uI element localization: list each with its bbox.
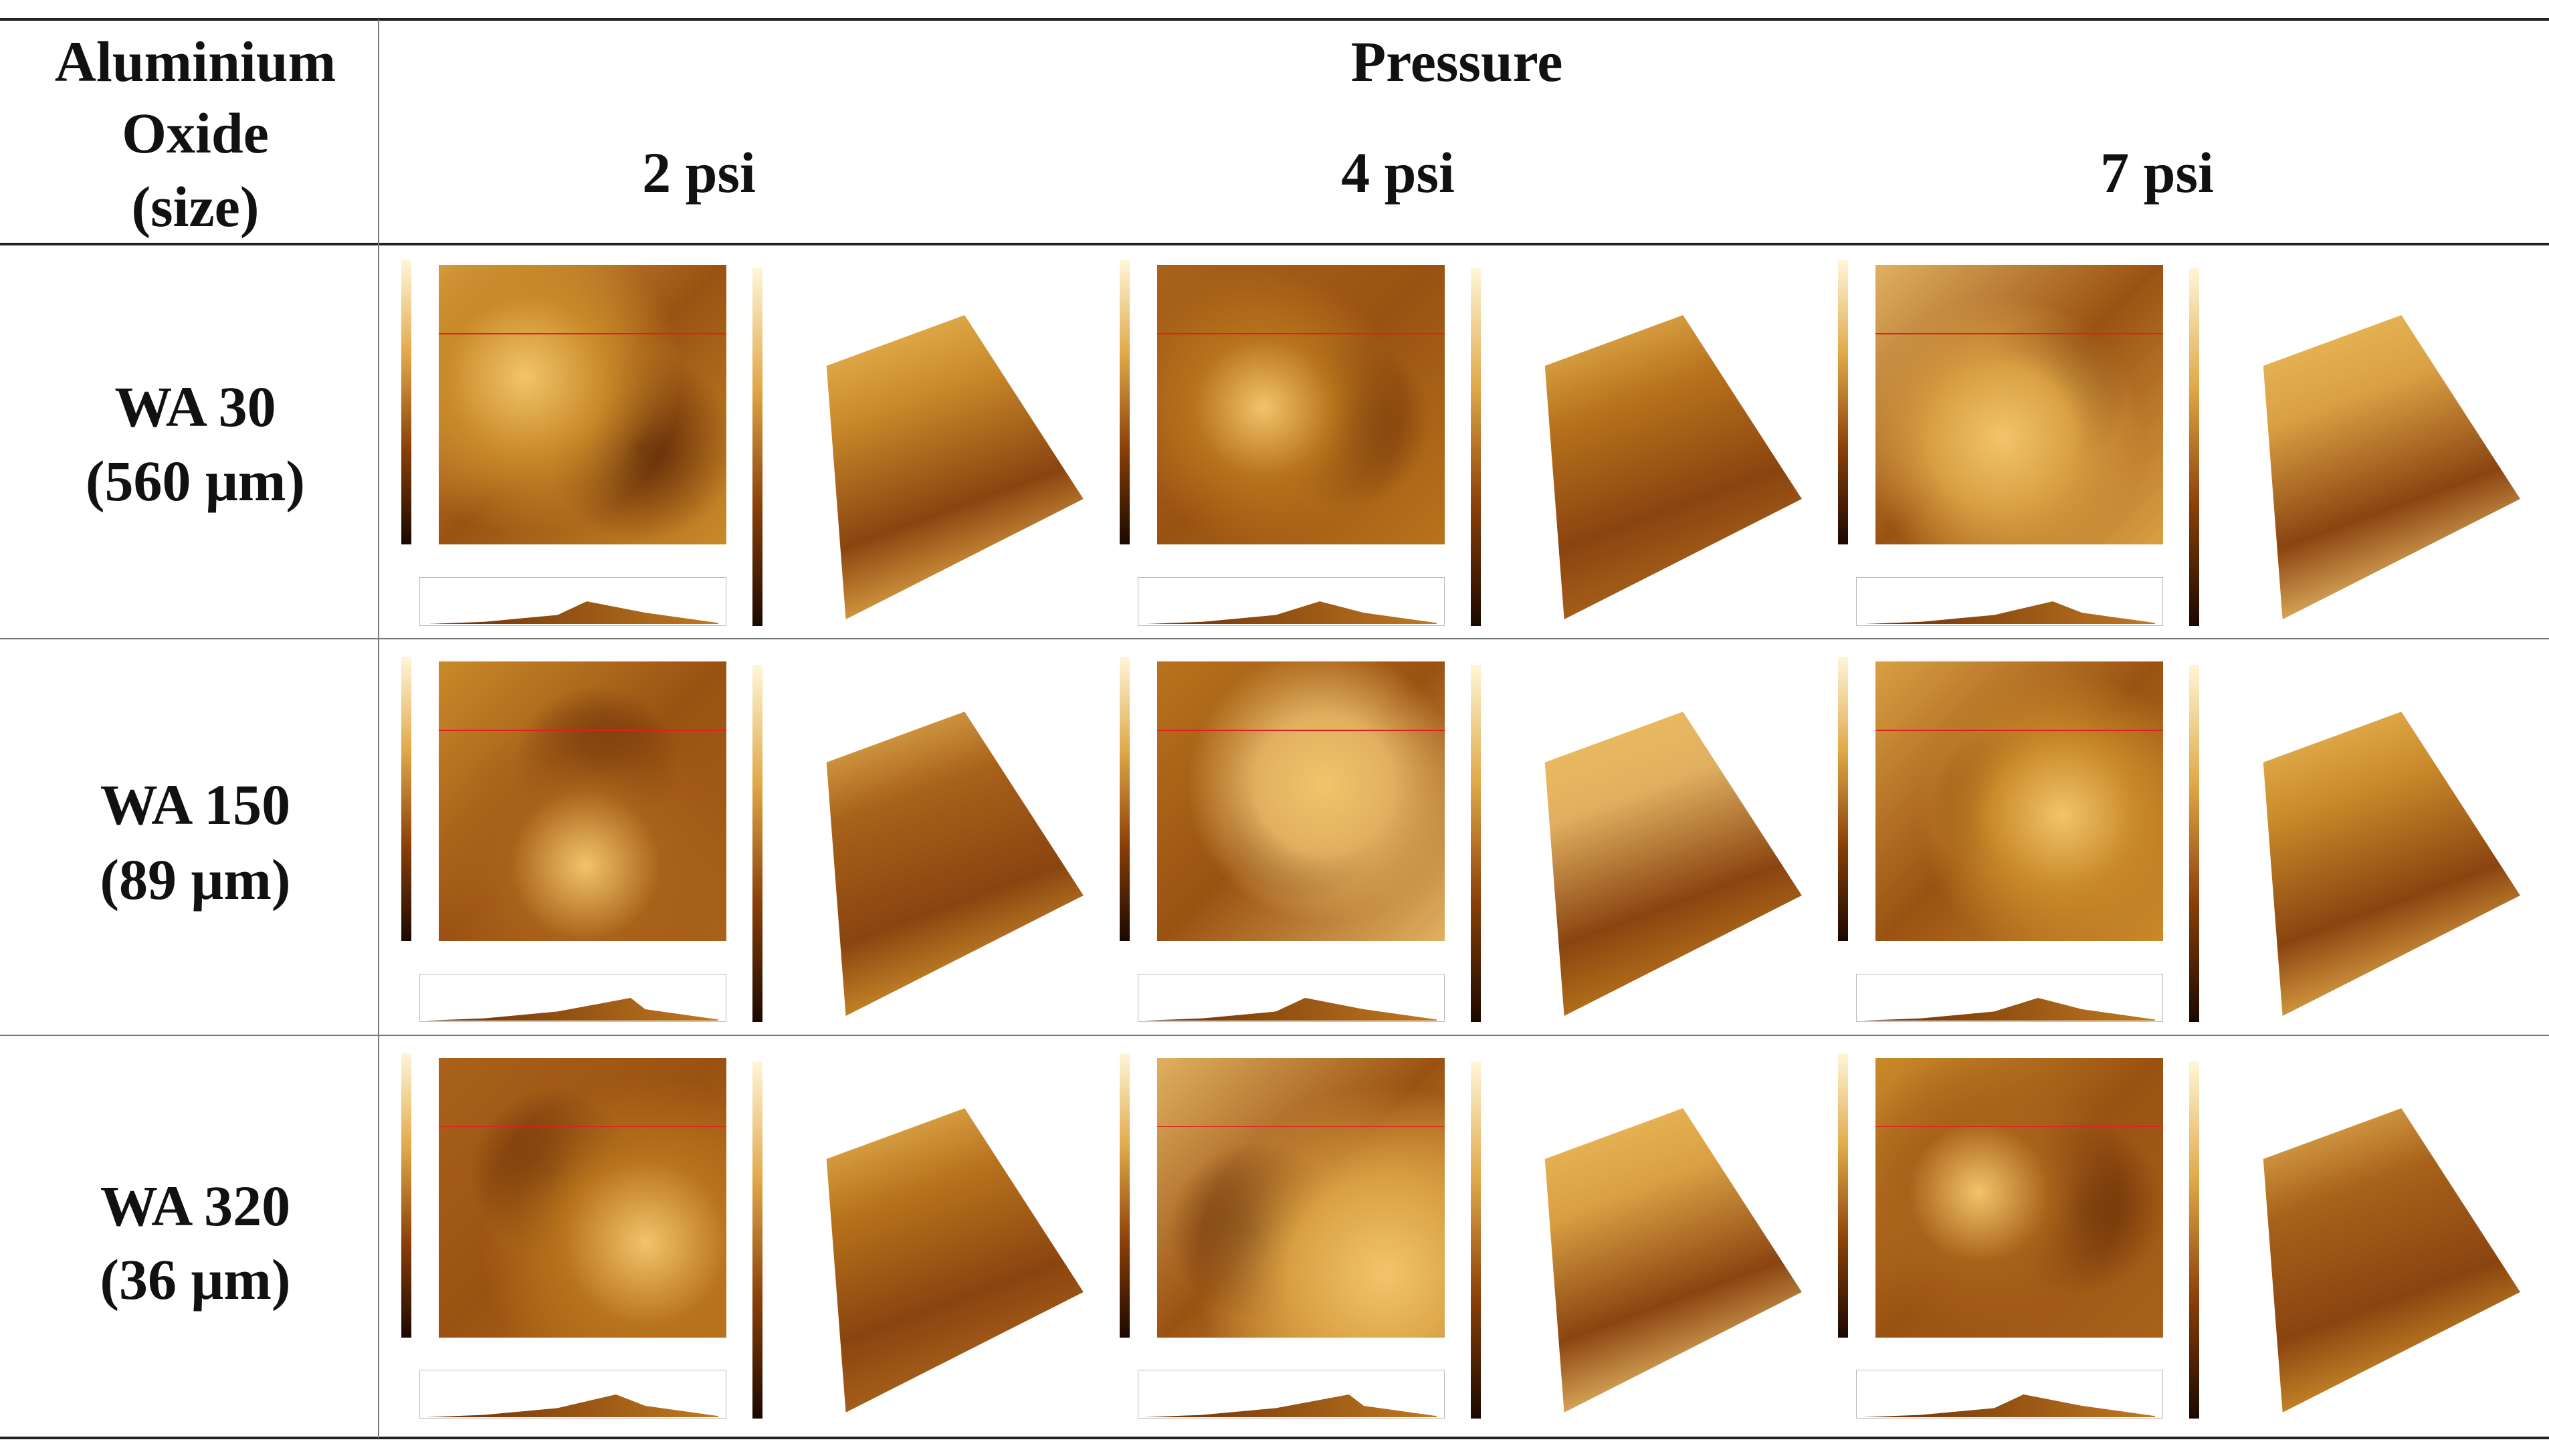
- afm-2d-image: [1157, 265, 1445, 545]
- colorbar: [2189, 268, 2199, 626]
- afm-2d-image: [439, 1057, 727, 1338]
- afm-3d-image: [2263, 712, 2520, 1016]
- afm-3d-image: [826, 712, 1084, 1016]
- colorbar: [2189, 664, 2199, 1023]
- row-name: WA 150: [100, 772, 291, 837]
- colorbar: [401, 1053, 411, 1338]
- row-size: (36 μm): [100, 1247, 291, 1312]
- material-header: Aluminium: [54, 29, 336, 94]
- afm-2d-image: [439, 265, 727, 545]
- colorbar: [752, 1061, 762, 1419]
- material-header: (size): [131, 175, 260, 239]
- colorbar: [401, 656, 411, 941]
- pressure-header: 2 psi: [642, 140, 756, 205]
- colorbar: [752, 268, 762, 626]
- row-name: WA 30: [114, 375, 276, 439]
- row-size: (560 μm): [85, 449, 306, 513]
- colorbar: [1120, 656, 1130, 941]
- afm-3d-image: [826, 1108, 1084, 1413]
- afm-2d-image: [1875, 1057, 2164, 1338]
- afm-2d-image: [1157, 1057, 1445, 1338]
- scan-line: [1157, 1126, 1445, 1128]
- colorbar: [1838, 259, 1848, 545]
- scan-line: [1875, 333, 2164, 334]
- colorbar: [1120, 1053, 1130, 1338]
- pressure-header: 7 psi: [2100, 140, 2214, 205]
- header-rule: [0, 243, 2549, 245]
- row-size: (89 μm): [100, 847, 291, 912]
- top-rule: [0, 18, 2549, 21]
- afm-3d-image: [1544, 712, 1802, 1016]
- colorbar: [1838, 656, 1848, 941]
- column-rule: [378, 19, 379, 1438]
- group-header: Pressure: [1350, 29, 1563, 94]
- row-name: WA 320: [100, 1174, 291, 1238]
- colorbar: [401, 259, 411, 545]
- colorbar: [2189, 1061, 2199, 1419]
- scan-line: [439, 333, 727, 334]
- colorbar: [752, 664, 762, 1023]
- pressure-header: 4 psi: [1341, 140, 1455, 205]
- afm-3d-image: [1544, 1108, 1802, 1413]
- afm-2d-image: [1875, 661, 2164, 941]
- material-header: Oxide: [122, 101, 269, 165]
- row-rule: [0, 1035, 2549, 1036]
- colorbar: [1471, 268, 1481, 626]
- colorbar: [1471, 664, 1481, 1023]
- colorbar: [1120, 259, 1130, 545]
- scan-line: [439, 1126, 727, 1128]
- afm-3d-image: [2263, 315, 2520, 620]
- afm-3d-image: [2263, 1108, 2520, 1413]
- afm-3d-image: [1544, 315, 1802, 620]
- scan-line: [1875, 1126, 2164, 1128]
- bottom-rule: [0, 1437, 2549, 1439]
- afm-2d-image: [439, 661, 727, 941]
- afm-2d-image: [1157, 661, 1445, 941]
- colorbar: [1838, 1053, 1848, 1338]
- afm-2d-image: [1875, 265, 2164, 545]
- row-rule: [0, 638, 2549, 639]
- afm-3d-image: [826, 315, 1084, 620]
- scan-line: [1157, 333, 1445, 334]
- colorbar: [1471, 1061, 1481, 1419]
